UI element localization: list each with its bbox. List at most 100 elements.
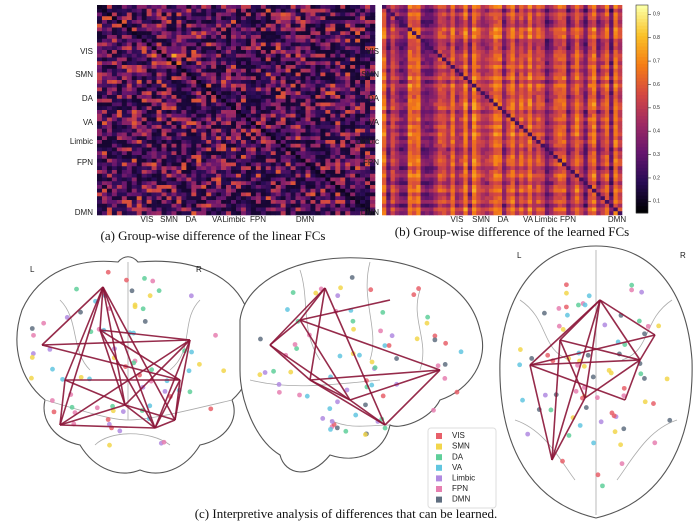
- heatmap-cell: [301, 39, 306, 43]
- heatmap-cell: [365, 65, 370, 69]
- heatmap-cell: [271, 159, 276, 163]
- heatmap-cell: [162, 31, 167, 35]
- heatmap-cell: [301, 84, 306, 88]
- heatmap-cell: [271, 185, 276, 189]
- heatmap-cell: [276, 58, 281, 62]
- heatmap-cell: [112, 13, 117, 17]
- heatmap-cell: [416, 24, 421, 28]
- heatmap-cell: [382, 80, 387, 84]
- heatmap-cell: [391, 5, 396, 9]
- heatmap-cell: [476, 24, 481, 28]
- heatmap-cell: [360, 28, 365, 32]
- heatmap-cell: [157, 170, 162, 174]
- heatmap-cell: [345, 133, 350, 137]
- heatmap-cell: [459, 95, 464, 99]
- heatmap-cell: [601, 5, 606, 9]
- heatmap-cell: [206, 114, 211, 118]
- heatmap-cell: [246, 163, 251, 167]
- heatmap-cell: [575, 73, 580, 77]
- heatmap-cell: [425, 28, 430, 32]
- heatmap-cell: [266, 155, 271, 159]
- heatmap-cell: [102, 35, 107, 39]
- heatmap-cell: [157, 151, 162, 155]
- heatmap-cell: [310, 193, 315, 197]
- heatmap-cell: [528, 13, 533, 17]
- heatmap-cell: [558, 39, 563, 43]
- heatmap-cell: [485, 31, 490, 35]
- heatmap-cell: [241, 88, 246, 92]
- heatmap-cell: [541, 20, 546, 24]
- heatmap-cell: [421, 121, 426, 125]
- heatmap-cell: [211, 114, 216, 118]
- heatmap-cell: [433, 88, 438, 92]
- heatmap-cell: [226, 69, 231, 73]
- heatmap-cell: [142, 106, 147, 110]
- heatmap-cell: [515, 16, 520, 20]
- heatmap-cell: [296, 43, 301, 47]
- heatmap-cell: [266, 106, 271, 110]
- heatmap-cell: [127, 114, 132, 118]
- heatmap-cell: [256, 159, 261, 163]
- heatmap-cell: [412, 125, 417, 129]
- heatmap-cell: [330, 166, 335, 170]
- heatmap-cell: [211, 129, 216, 133]
- heatmap-cell: [276, 28, 281, 32]
- heatmap-cell: [231, 121, 236, 125]
- heatmap-cell: [241, 151, 246, 155]
- heatmap-cell: [261, 39, 266, 43]
- heatmap-cell: [335, 58, 340, 62]
- heatmap-cell: [451, 28, 456, 32]
- heatmap-cell: [502, 54, 507, 58]
- heatmap-cell: [142, 69, 147, 73]
- heatmap-cell: [549, 5, 554, 9]
- heatmap-cell: [176, 54, 181, 58]
- heatmap-cell: [162, 46, 167, 50]
- heatmap-cell: [365, 88, 370, 92]
- heatmap-cell: [476, 28, 481, 32]
- heatmap-cell: [226, 31, 231, 35]
- heatmap-cell: [571, 13, 576, 17]
- heatmap-cell: [196, 80, 201, 84]
- heatmap-cell: [107, 174, 112, 178]
- heatmap-cell: [206, 91, 211, 95]
- heatmap-cell: [266, 13, 271, 17]
- heatmap-cell: [137, 204, 142, 208]
- heatmap-cell: [583, 24, 588, 28]
- heatmap-cell: [211, 144, 216, 148]
- heatmap-cell: [206, 99, 211, 103]
- heatmap-cell: [476, 43, 481, 47]
- heatmap-cell: [266, 76, 271, 80]
- heatmap-cell: [485, 125, 490, 129]
- heatmap-cell: [226, 136, 231, 140]
- heatmap-cell: [476, 106, 481, 110]
- heatmap-cell: [226, 16, 231, 20]
- heatmap-cell: [403, 39, 408, 43]
- heatmap-cell: [523, 61, 528, 65]
- heatmap-cell: [345, 166, 350, 170]
- heatmap-cell: [231, 200, 236, 204]
- heatmap-cell: [231, 155, 236, 159]
- heatmap-cell: [519, 88, 524, 92]
- heatmap-cell: [112, 76, 117, 80]
- heatmap-cell: [301, 178, 306, 182]
- heatmap-cell: [429, 61, 434, 65]
- heatmap-cell: [206, 140, 211, 144]
- heatmap-cell: [571, 110, 576, 114]
- heatmap-cell: [122, 99, 127, 103]
- heatmap-cell: [320, 208, 325, 212]
- heatmap-cell: [421, 58, 426, 62]
- heatmap-cell: [221, 58, 226, 62]
- heatmap-cell: [211, 208, 216, 212]
- heatmap-cell: [226, 110, 231, 114]
- heatmap-cell: [360, 50, 365, 54]
- heatmap-cell: [553, 24, 558, 28]
- heatmap-cell: [281, 39, 286, 43]
- heatmap-cell: [442, 31, 447, 35]
- heatmap-cell: [519, 61, 524, 65]
- heatmap-cell: [325, 39, 330, 43]
- heatmap-cell: [107, 129, 112, 133]
- heatmap-cell: [310, 43, 315, 47]
- heatmap-cell: [370, 13, 375, 17]
- heatmap-cell: [350, 211, 355, 215]
- heatmap-cell: [485, 88, 490, 92]
